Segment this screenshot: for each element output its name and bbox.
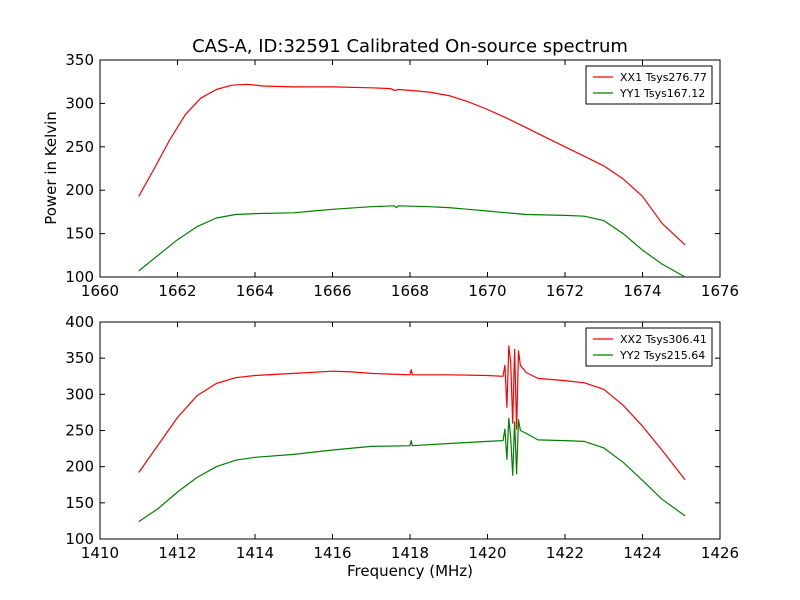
legend-label-1: XX1 Tsys276.77 [620, 71, 707, 84]
x-tick-label: 1424 [623, 544, 661, 562]
x-tick-label: 1668 [391, 282, 429, 300]
x-tick-label: 1410 [81, 544, 119, 562]
y-tick-label: 200 [65, 181, 94, 199]
x-tick-label: 1422 [546, 544, 584, 562]
legend: XX1 Tsys276.77 YY1 Tsys167.12 [585, 65, 713, 105]
y-axis-label: Power in Kelvin [42, 111, 60, 225]
figure-title: CAS-A, ID:32591 Calibrated On-source spe… [192, 36, 628, 57]
x-tick-label: 1412 [158, 544, 196, 562]
y-tick-label: 250 [65, 422, 94, 440]
x-tick-label: 1676 [701, 282, 739, 300]
legend-box [585, 327, 713, 367]
y-tick-label: 100 [65, 530, 94, 548]
series-line-2 [138, 417, 686, 523]
y-tick-label: 150 [65, 225, 94, 243]
x-tick-label: 1426 [701, 544, 739, 562]
y-tick-label: 350 [65, 349, 94, 367]
x-tick-label: 1416 [313, 544, 351, 562]
x-tick-label: 1666 [313, 282, 351, 300]
x-tick-label: 1664 [236, 282, 274, 300]
legend-label-2: YY1 Tsys167.12 [619, 87, 705, 100]
legend-box [585, 65, 713, 105]
x-tick-label: 1672 [546, 282, 584, 300]
legend: XX2 Tsys306.41 YY2 Tsys215.64 [585, 327, 713, 367]
x-tick-label: 1418 [391, 544, 429, 562]
series-line-1 [138, 345, 686, 481]
plot-bottom: 1410 1412 1414 1416 1418 1420 1422 1424 1426 100 1… [65, 313, 739, 562]
legend-label-1: XX2 Tsys306.41 [620, 333, 707, 346]
x-tick-label: 1670 [468, 282, 506, 300]
x-tick-label: 1662 [158, 282, 196, 300]
legend-label-2: YY2 Tsys215.64 [619, 349, 705, 362]
x-tick-label: 1414 [236, 544, 274, 562]
plot-top: 1660 1662 1664 1666 1668 1670 1672 1674 1676 100 1… [65, 51, 739, 300]
y-tick-label: 150 [65, 494, 94, 512]
x-axis-label: Frequency (MHz) [347, 562, 473, 580]
x-tick-label: 1420 [468, 544, 506, 562]
y-tick-label: 100 [65, 268, 94, 286]
x-tick-label: 1660 [81, 282, 119, 300]
x-tick-label: 1674 [623, 282, 661, 300]
y-tick-label: 300 [65, 94, 94, 112]
y-tick-label: 400 [65, 313, 94, 331]
series-line-2 [138, 205, 686, 278]
y-tick-label: 350 [65, 51, 94, 69]
y-tick-label: 250 [65, 138, 94, 156]
y-tick-label: 300 [65, 385, 94, 403]
y-tick-label: 200 [65, 458, 94, 476]
series-line-1 [138, 83, 686, 246]
